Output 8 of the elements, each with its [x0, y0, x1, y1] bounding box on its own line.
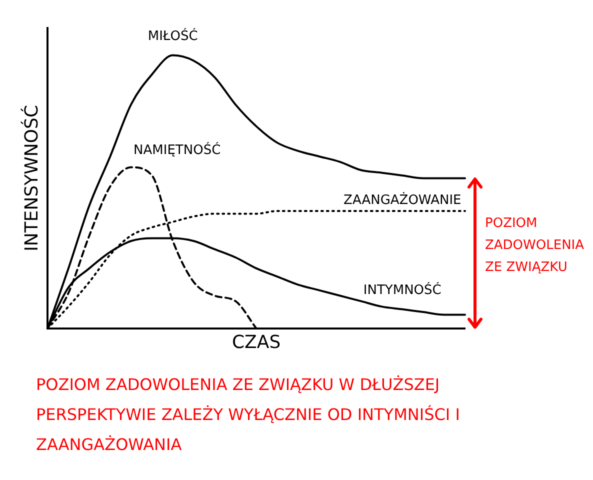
x-axis-title: CZAS — [232, 332, 281, 353]
y-axis-title: INTENSYWNOŚĆ — [20, 104, 42, 252]
text: POZIOM ZADOWOLENIA ZE ZWIĄZKU — [485, 215, 585, 278]
text: POZIOM ZADOWOLENIA ZE ZWIĄZKU W DŁUŻSZEJ PERSPEKTYWIE ZALEŻY WYŁĄCZNIE OD INTYMNIŚCI I ZAANGAŻOWANIA — [36, 374, 461, 456]
series-label: MIŁOŚĆ — [148, 27, 198, 44]
series-label: NAMIĘTNOŚĆ — [134, 141, 221, 158]
series-label: INTYMNOŚĆ — [363, 281, 442, 298]
series-label: ZAANGAŻOWANIE — [344, 192, 462, 208]
